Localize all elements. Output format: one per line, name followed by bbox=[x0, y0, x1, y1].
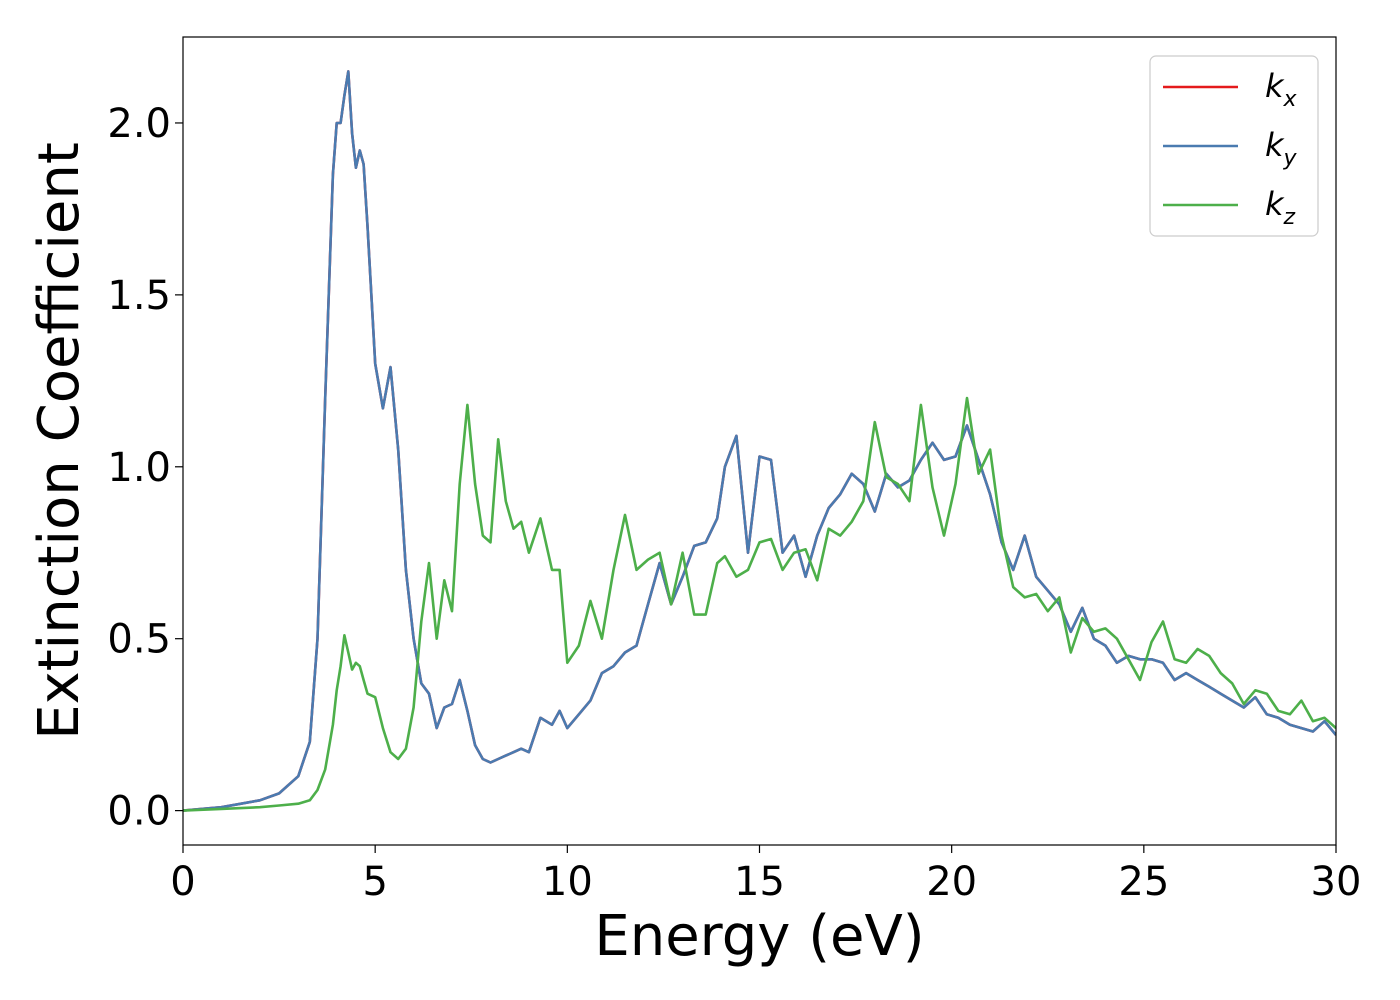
y-tick-label: 0.5 bbox=[107, 617, 171, 663]
x-tick-label: 15 bbox=[734, 859, 785, 905]
series-line-kz bbox=[183, 396, 1336, 812]
x-tick-label: 25 bbox=[1118, 859, 1169, 905]
x-tick-label: 20 bbox=[926, 859, 977, 905]
x-tick-label: 10 bbox=[542, 859, 593, 905]
legend: kx ky kz bbox=[1149, 55, 1319, 237]
y-axis: 0.0 0.5 1.0 1.5 2.0 bbox=[107, 101, 183, 835]
legend-label-kx: kx bbox=[1265, 67, 1298, 112]
x-axis: 0 5 10 15 20 25 30 bbox=[170, 845, 1361, 905]
series-layer bbox=[183, 70, 1336, 812]
x-tick-label: 0 bbox=[170, 859, 195, 905]
legend-label-ky: ky bbox=[1265, 126, 1298, 171]
y-tick-label: 2.0 bbox=[107, 101, 171, 147]
x-tick-label: 30 bbox=[1311, 859, 1362, 905]
y-axis-title: Extinction Coefficient bbox=[27, 142, 92, 740]
x-axis-title: Energy (eV) bbox=[594, 904, 924, 969]
legend-label-kz: kz bbox=[1265, 185, 1296, 230]
y-tick-label: 1.0 bbox=[107, 445, 171, 491]
x-tick-label: 5 bbox=[362, 859, 387, 905]
y-tick-label: 0.0 bbox=[107, 789, 171, 835]
y-tick-label: 1.5 bbox=[107, 273, 171, 319]
